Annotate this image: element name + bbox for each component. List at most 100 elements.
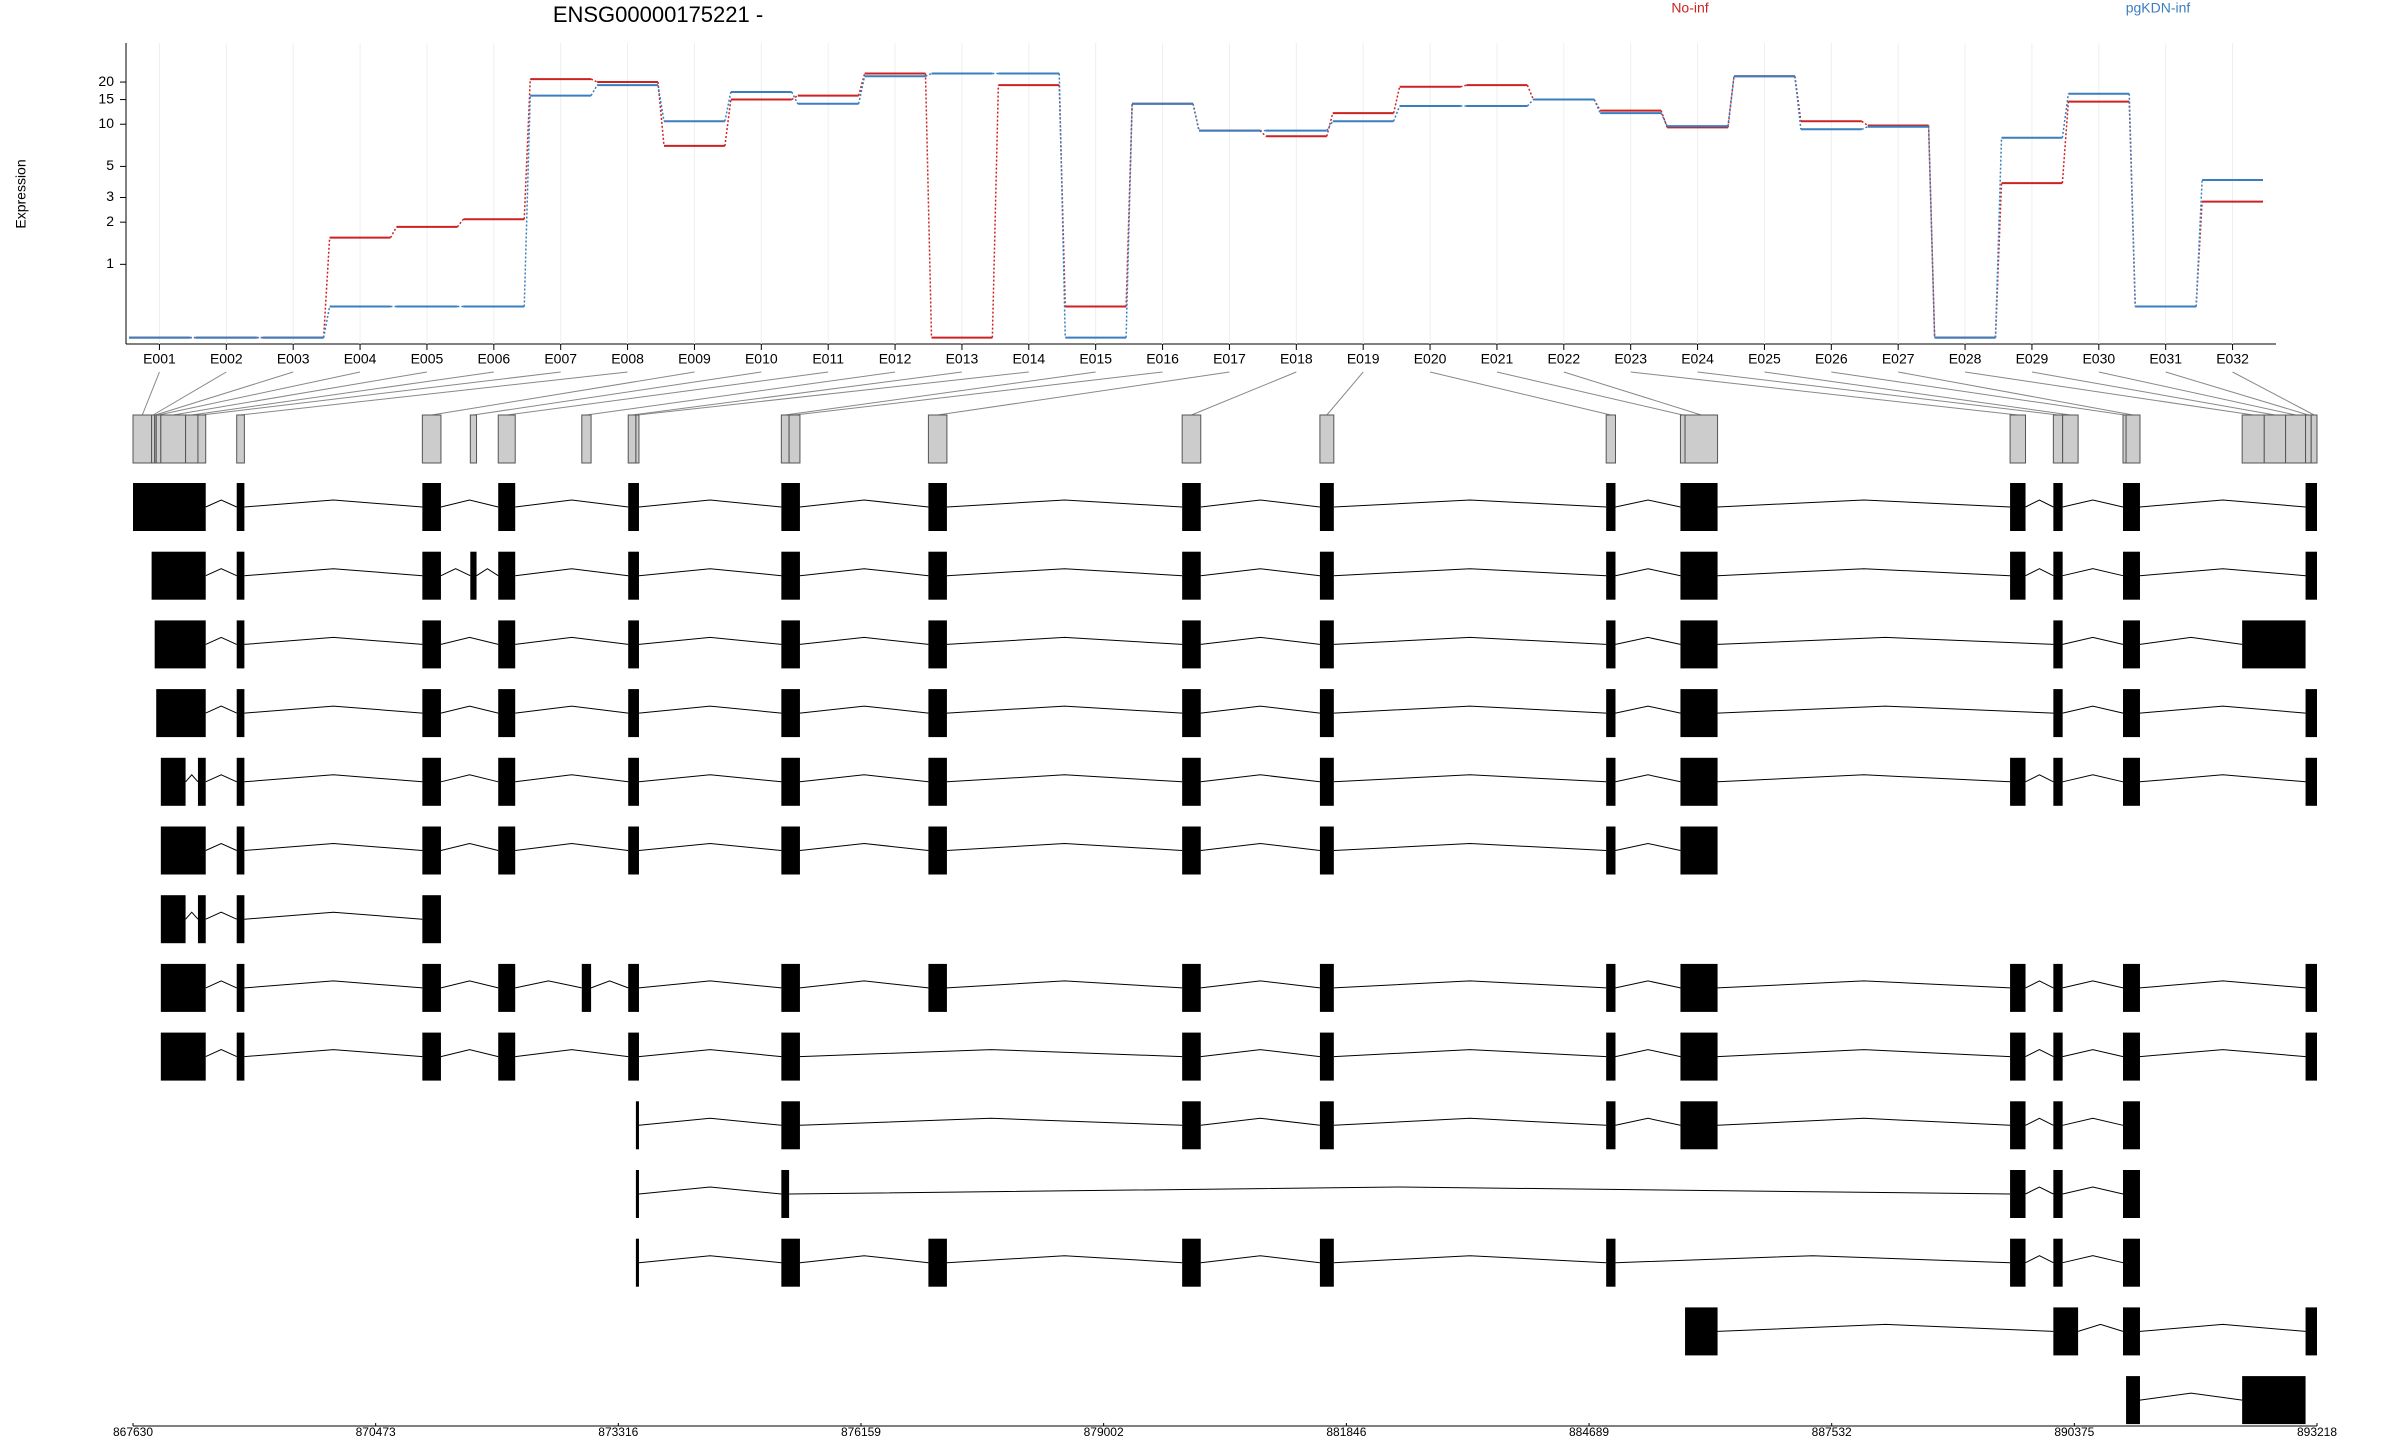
intron [799, 842, 929, 851]
exon [236, 826, 245, 875]
y-tick-label: 20 [98, 73, 114, 89]
series-connector [456, 218, 464, 228]
series-connector [322, 237, 331, 338]
series-connector [1994, 137, 2003, 338]
exon [2053, 1101, 2063, 1150]
exon-bin [497, 414, 516, 464]
exon [160, 1032, 206, 1081]
intron [440, 499, 499, 508]
bin-connector [1429, 371, 1611, 416]
exon [781, 757, 800, 806]
exon [2010, 1101, 2026, 1150]
intron [638, 568, 782, 577]
exon [236, 757, 245, 806]
intron [205, 568, 237, 577]
series-connector [2195, 179, 2203, 307]
exon-bin [1684, 414, 1719, 464]
intron [2025, 774, 2054, 783]
exon [1606, 1238, 1616, 1287]
exon [635, 1101, 639, 1150]
intron [1333, 1049, 1607, 1058]
intron [2139, 1323, 2306, 1332]
bin-connector [152, 371, 227, 416]
series-connector [2128, 93, 2136, 307]
legend-entry: No-inf [1671, 0, 1708, 16]
x-tick-label: E013 [946, 351, 979, 367]
exon-bin [1319, 414, 1335, 464]
exon [2242, 1376, 2306, 1425]
series-connector [857, 76, 866, 104]
intron [2139, 499, 2306, 508]
intron [1200, 774, 1320, 783]
intron [2062, 568, 2124, 577]
exon [470, 551, 477, 600]
intron [515, 1049, 629, 1058]
series-connector [1326, 120, 1334, 132]
series-connector [1058, 73, 1066, 338]
exon [628, 826, 639, 875]
intron [244, 1049, 423, 1058]
exon [2010, 1238, 2026, 1287]
series-connector [724, 99, 732, 147]
intron [205, 774, 237, 783]
exon [1680, 757, 1718, 806]
intron [2025, 499, 2054, 508]
exon [928, 963, 947, 1012]
exon-bin [2062, 414, 2079, 464]
series-connector [2128, 101, 2136, 307]
exon [1182, 1238, 1201, 1287]
bin-connector [1831, 371, 2125, 416]
exon [635, 1238, 639, 1287]
exon [2305, 963, 2317, 1012]
exon [1319, 620, 1334, 669]
genome-tick-label: 879002 [1084, 1425, 1124, 1439]
bin-connector [631, 371, 963, 416]
x-tick-label: E030 [2082, 351, 2115, 367]
exon [154, 620, 206, 669]
bin-connector [794, 371, 1163, 416]
exon [422, 895, 441, 944]
bin-connector [2165, 371, 2309, 416]
legend-entry: pgKDN-inf [2126, 0, 2191, 16]
bin-connector [1563, 371, 1702, 416]
exon [1319, 689, 1334, 738]
exon-bin [581, 414, 592, 464]
exon-bin [421, 414, 442, 464]
x-tick-label: E023 [1614, 351, 1647, 367]
intron [2025, 1117, 2054, 1126]
exon [628, 620, 639, 669]
bin-connector [2098, 371, 2296, 416]
intron [205, 911, 237, 920]
intron [2062, 1117, 2124, 1126]
y-tick-label: 3 [106, 188, 114, 204]
series-connector [2061, 93, 2070, 138]
exon-bin [160, 414, 187, 464]
genome-tick-label: 881846 [1326, 1425, 1366, 1439]
exon [1319, 1032, 1334, 1081]
x-tick-label: E027 [1882, 351, 1915, 367]
exon [1319, 1238, 1334, 1287]
exon [422, 963, 441, 1012]
x-tick-label: E001 [143, 351, 176, 367]
x-tick-label: E010 [745, 351, 778, 367]
exon [1182, 1032, 1201, 1081]
intron [2062, 1049, 2124, 1058]
intron [1615, 980, 1681, 989]
exon [1319, 963, 1334, 1012]
exon [1606, 963, 1616, 1012]
intron [2025, 1186, 2054, 1195]
intron [2077, 1323, 2124, 1332]
intron [946, 1255, 1183, 1264]
exon [1182, 1101, 1201, 1150]
x-tick-label: E002 [210, 351, 243, 367]
exon [628, 1032, 639, 1081]
exon [1319, 826, 1334, 875]
series-connector [791, 95, 799, 101]
intron [1200, 499, 1320, 508]
exon [422, 826, 441, 875]
exon [498, 483, 516, 531]
exon [781, 1101, 800, 1150]
exon [628, 551, 639, 600]
intron [946, 636, 1183, 645]
exon [1319, 1101, 1334, 1150]
